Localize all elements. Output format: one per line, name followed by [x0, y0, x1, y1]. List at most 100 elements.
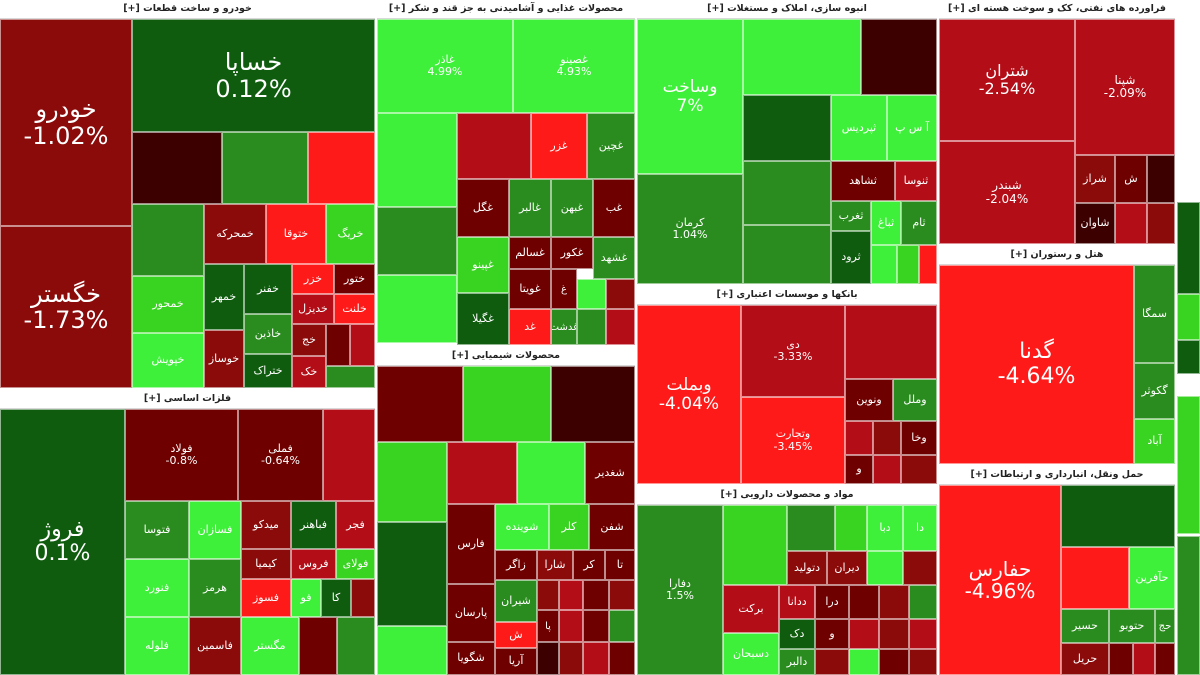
tile-parsan[interactable]: پارسان	[447, 584, 495, 642]
tile-shara[interactable]: شارا	[537, 550, 573, 580]
tile-ghdasht[interactable]: غ	[551, 269, 577, 309]
tile-shebandar[interactable]: شبندر -2.04%	[939, 141, 1075, 244]
tile-small[interactable]	[849, 619, 879, 649]
tile-small[interactable]	[222, 132, 308, 204]
tile-khring[interactable]: خریگ	[326, 204, 375, 264]
tile-khzar[interactable]: خزر	[292, 264, 334, 294]
tile-frooj[interactable]: فروژ 0.1%	[0, 409, 125, 675]
tile-small[interactable]	[845, 421, 873, 455]
tile-small[interactable]	[1061, 485, 1175, 547]
tile-small[interactable]	[1177, 536, 1200, 675]
tile-small[interactable]	[849, 649, 879, 675]
tile-small[interactable]	[1155, 643, 1175, 675]
tile-small[interactable]	[849, 585, 879, 619]
tile-small[interactable]	[845, 305, 937, 379]
tile-shoyande[interactable]: شوینده	[495, 504, 549, 550]
tile-small[interactable]	[583, 580, 609, 610]
tile-sbagh[interactable]: ثباغ	[871, 201, 901, 245]
tile-khvosaz[interactable]: خوساز	[204, 330, 244, 388]
sector-header[interactable]: فلزات اساسی [+]	[0, 390, 375, 409]
tile-small[interactable]	[447, 442, 517, 504]
tile-small[interactable]	[897, 245, 919, 284]
tile-gdena[interactable]: گدنا -4.64%	[939, 265, 1134, 464]
tile-ghasino[interactable]: غصینو 4.93%	[513, 19, 635, 113]
tile-khpooyesh[interactable]: خپویش	[132, 333, 204, 388]
tile-daba[interactable]: دبا	[867, 505, 903, 551]
tile-small[interactable]	[867, 551, 903, 585]
tile-vbemellat[interactable]: وبملت -4.04%	[637, 305, 741, 484]
tile-v[interactable]: و	[845, 455, 873, 484]
tile-ghalbor[interactable]: غالبر	[509, 179, 551, 237]
tile-fbahonar[interactable]: فباهنر	[291, 501, 336, 549]
tile-small[interactable]	[1061, 547, 1129, 609]
tile-dtolid[interactable]: دتولید	[787, 551, 827, 585]
tile-sgharb[interactable]: ثغرب	[831, 201, 871, 231]
tile-khtoogha[interactable]: ختوقا	[266, 204, 326, 264]
tile-sarvat[interactable]: ثرود	[831, 231, 871, 284]
tile-small[interactable]	[609, 642, 635, 675]
tile-small[interactable]	[871, 245, 897, 284]
tile-small[interactable]	[577, 279, 606, 309]
tile-small[interactable]	[537, 580, 559, 610]
tile-small[interactable]	[308, 132, 375, 204]
tile-khodro[interactable]: خودرو -1.02%	[0, 19, 132, 226]
tile-khmehr[interactable]: خمهر	[204, 264, 244, 330]
tile-shafan[interactable]: شفن	[589, 504, 635, 550]
tile-small[interactable]	[377, 626, 447, 675]
tile-kimia[interactable]: کیمیا	[241, 549, 291, 579]
tile-small[interactable]	[551, 366, 635, 442]
tile-ghgol[interactable]: غگل	[457, 179, 509, 237]
sector-header[interactable]: بانکها و موسسات اعتباری [+]	[637, 286, 937, 305]
tile-vkha[interactable]: وخا	[901, 421, 937, 455]
tile-ghgila[interactable]: غگیلا	[457, 293, 509, 345]
tile-sh[interactable]: ش	[495, 622, 537, 648]
tile-diran[interactable]: دیران	[827, 551, 867, 585]
tile-khlent[interactable]: خلنت	[334, 294, 375, 324]
tile-small[interactable]	[1147, 155, 1175, 203]
tile-ddana[interactable]: ددانا	[779, 585, 815, 619]
tile-magostar[interactable]: مگستر	[241, 617, 299, 675]
tile-dfara[interactable]: دفارا 1.5%	[637, 505, 723, 675]
tile-small[interactable]	[583, 610, 609, 642]
tile-fars[interactable]: فارس	[447, 504, 495, 584]
tile-small[interactable]	[901, 455, 937, 484]
tile-pa[interactable]: پا	[537, 610, 559, 642]
tile-hariel[interactable]: حریل	[1061, 643, 1109, 675]
sector-header[interactable]: محصولات غذایی و آشامیدنی به جز قند و شکر…	[377, 0, 635, 19]
tile-hasir[interactable]: حسیر	[1061, 609, 1109, 643]
tile-foolad[interactable]: فولاد -0.8%	[125, 409, 238, 501]
tile-small[interactable]	[463, 366, 551, 442]
tile-gh[interactable]: غدشت	[551, 309, 577, 345]
tile-hormoz[interactable]: هرمز	[189, 559, 241, 617]
tile-fameli[interactable]: فملی -0.64%	[238, 409, 323, 501]
tile-fajr[interactable]: فجر	[336, 501, 375, 549]
tile-small[interactable]	[377, 442, 447, 522]
sector-header[interactable]: محصولات شیمیایی [+]	[377, 347, 635, 366]
tile-fetoosa[interactable]: فتوسا	[125, 501, 189, 559]
tile-small[interactable]	[1147, 203, 1175, 244]
tile-small[interactable]	[517, 442, 585, 504]
tile-small[interactable]	[351, 579, 375, 617]
tile-ghsalem[interactable]: غسالم	[509, 237, 551, 269]
tile-small[interactable]	[743, 225, 831, 284]
tile-small[interactable]	[377, 275, 457, 343]
tile-small[interactable]	[326, 324, 350, 366]
tile-fasmin[interactable]: فاسمین	[189, 617, 241, 675]
tile-haj[interactable]: حج	[1155, 609, 1175, 643]
tile-small[interactable]	[457, 113, 531, 179]
sector-header[interactable]: فراورده های نفتی، کک و سوخت هسته ای [+]	[939, 0, 1175, 19]
tile-small[interactable]	[606, 309, 635, 345]
tile-khfanar[interactable]: خفنر	[244, 264, 292, 314]
tile-kalor[interactable]: کلر	[549, 504, 589, 550]
tile-ghchin[interactable]: غچین	[587, 113, 635, 179]
tile-kerman[interactable]: کرمان 1.04%	[637, 174, 743, 284]
tile-feroos[interactable]: فروس	[291, 549, 336, 579]
tile-ghvita[interactable]: غویتا	[509, 269, 551, 309]
sector-header[interactable]: انبوه سازی، املاک و مستغلات [+]	[637, 0, 937, 19]
tile-small[interactable]	[377, 113, 457, 207]
tile-small[interactable]	[377, 207, 457, 275]
tile-ghab[interactable]: غب	[593, 179, 635, 237]
tile-small[interactable]	[743, 95, 831, 161]
tile-zagros[interactable]: زاگر	[495, 550, 537, 580]
tile-midko[interactable]: میدکو	[241, 501, 291, 549]
